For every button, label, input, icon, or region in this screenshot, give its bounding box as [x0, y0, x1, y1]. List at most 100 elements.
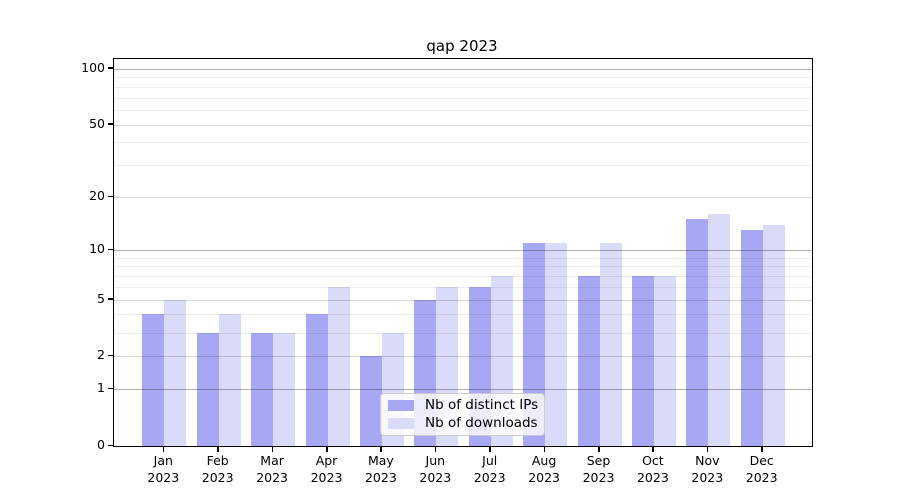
bar-distinct-ips — [740, 230, 763, 446]
plot-area — [113, 58, 813, 447]
x-axis-tick-mar — [271, 446, 274, 452]
y-axis-tick-label-50: 50 — [89, 115, 105, 131]
x-axis-tick-dec — [761, 446, 763, 452]
grid-line-30 — [114, 165, 812, 167]
x-tick-month-text: Jan — [153, 453, 173, 468]
legend-swatch-distinct-ips — [388, 400, 414, 411]
bar-downloads — [708, 214, 731, 446]
y-axis-tick-20 — [107, 195, 113, 198]
grid-line-6 — [114, 286, 812, 288]
x-axis-tick-nov — [706, 446, 709, 452]
bar-distinct-ips — [577, 276, 600, 446]
legend-label-distinct-ips: Nb of distinct IPs — [425, 397, 539, 413]
x-tick-year-text: 2023 — [201, 469, 234, 485]
y-axis-tick-0 — [107, 444, 113, 446]
grid-line-8 — [114, 266, 812, 268]
bar-distinct-ips — [359, 356, 382, 446]
x-tick-year-text: 2023 — [528, 469, 560, 485]
bar-distinct-ips — [305, 314, 328, 446]
bar-distinct-ips — [631, 276, 654, 446]
bar-downloads — [762, 224, 785, 446]
x-tick-month-text: Aug — [531, 453, 557, 468]
x-axis-tick-aug — [543, 446, 546, 452]
grid-line-10 — [114, 250, 812, 251]
x-axis-tick-jan — [162, 446, 165, 452]
x-axis-tick-feb — [217, 446, 219, 452]
bar-downloads — [545, 242, 568, 446]
x-tick-month-text: Jun — [425, 453, 446, 468]
bar-downloads — [273, 332, 296, 446]
grid-line-1 — [114, 389, 812, 391]
x-tick-year-text: 2023 — [147, 469, 180, 485]
grid-line-100 — [114, 68, 812, 70]
x-tick-year-text: 2023 — [636, 469, 669, 485]
x-tick-year-text: 2023 — [310, 469, 343, 485]
x-axis-tick-jun — [434, 446, 437, 452]
y-axis-tick-2 — [107, 354, 113, 357]
y-axis-tick-label-5: 5 — [97, 290, 105, 306]
x-axis-tick-label-dec: Dec 2023 — [732, 453, 792, 486]
grid-line-7 — [114, 276, 812, 278]
x-tick-month-text: Apr — [315, 453, 338, 468]
x-axis-tick-label-jan: Jan 2023 — [133, 453, 193, 486]
x-tick-year-text: 2023 — [364, 469, 397, 485]
y-axis-tick-label-2: 2 — [97, 347, 105, 363]
bar-distinct-ips — [142, 314, 165, 446]
x-tick-year-text: 2023 — [256, 469, 288, 485]
legend-label-downloads: Nb of downloads — [425, 415, 538, 431]
bar-downloads — [218, 314, 241, 446]
grid-line-4 — [114, 314, 812, 316]
x-axis-tick-may — [380, 446, 382, 452]
x-axis-tick-label-aug: Aug 2023 — [514, 453, 574, 486]
grid-line-2 — [114, 356, 812, 358]
x-axis-tick-apr — [326, 446, 328, 452]
grid-line-40 — [114, 142, 812, 144]
x-tick-year-text: 2023 — [473, 469, 506, 485]
bar-distinct-ips — [686, 219, 709, 446]
x-tick-month-text: Sep — [586, 453, 611, 468]
y-axis-tick-1 — [107, 387, 113, 390]
y-axis-tick-label-1: 1 — [97, 380, 105, 396]
x-axis-tick-label-mar: Mar 2023 — [242, 453, 302, 486]
bar-downloads — [653, 276, 676, 446]
x-axis-tick-label-oct: Oct 2023 — [623, 453, 683, 486]
x-axis-tick-jul — [489, 446, 491, 452]
bar-distinct-ips — [196, 332, 219, 446]
x-axis-tick-label-feb: Feb 2023 — [188, 453, 248, 486]
x-axis-tick-label-sep: Sep 2023 — [569, 453, 629, 486]
grid-line-5 — [114, 299, 812, 301]
x-axis-tick-label-jun: Jun 2023 — [405, 453, 465, 486]
y-axis-tick-50 — [107, 123, 113, 125]
x-tick-month-text: Feb — [206, 453, 229, 468]
x-tick-month-text: Dec — [749, 453, 774, 468]
x-axis-tick-label-jul: Jul 2023 — [460, 453, 520, 486]
y-axis-tick-100 — [107, 67, 113, 69]
y-axis-tick-label-100: 100 — [81, 59, 105, 75]
grid-line-50 — [114, 124, 812, 126]
x-tick-year-text: 2023 — [745, 469, 778, 485]
x-axis-tick-sep — [598, 446, 600, 452]
x-tick-month-text: May — [367, 453, 394, 468]
y-axis-tick-10 — [107, 248, 113, 250]
x-axis-tick-label-apr: Apr 2023 — [297, 453, 357, 486]
grid-line-9 — [114, 257, 812, 259]
x-tick-month-text: Jul — [482, 453, 498, 468]
bar-distinct-ips — [251, 332, 274, 446]
bar-downloads — [164, 299, 187, 446]
grid-line-3 — [114, 332, 812, 334]
x-axis-tick-oct — [652, 446, 654, 452]
y-axis-tick-label-20: 20 — [89, 188, 105, 204]
legend: Nb of distinct IPs Nb of downloads — [380, 393, 545, 436]
x-tick-month-text: Mar — [260, 453, 284, 468]
grid-line-20 — [114, 197, 812, 199]
legend-item-distinct-ips: Nb of distinct IPs — [388, 397, 539, 413]
grid-line-80 — [114, 86, 812, 88]
y-axis-tick-label-10: 10 — [89, 241, 105, 256]
grid-line-60 — [114, 110, 812, 111]
y-axis-tick-label-0: 0 — [97, 437, 105, 452]
x-tick-year-text: 2023 — [419, 469, 452, 485]
chart-title: qap 2023 — [426, 37, 498, 55]
x-axis-tick-label-may: May 2023 — [351, 453, 411, 486]
x-tick-year-text: 2023 — [582, 469, 615, 485]
